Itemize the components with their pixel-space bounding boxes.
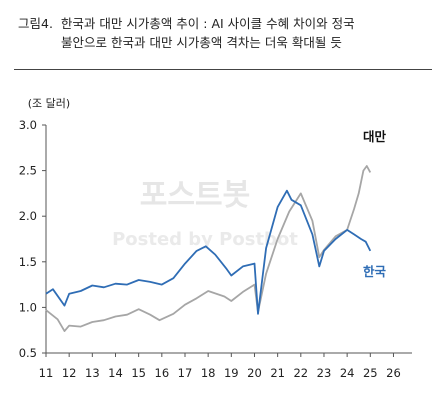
y-tick-label: 3.0 [19,118,37,132]
x-tick-label: 20 [247,366,262,380]
x-axis-ticks: 11 12 13 14 15 16 17 18 19 20 21 22 23 24 25 26 [39,353,401,380]
y-tick-label: 2.0 [19,209,37,223]
y-tick-label: 1.5 [19,255,37,269]
x-tick-label: 23 [317,366,332,380]
x-tick-label: 21 [270,366,285,380]
x-tick-label: 18 [201,366,216,380]
caption-line-1: 한국과 대만 시가총액 추이 : AI 사이클 수혜 차이와 정국 [60,16,355,31]
series-lines [45,165,372,333]
caption-divider [14,69,432,70]
y-axis-ticks: 0.5 1.0 1.5 2.0 2.5 3.0 [19,118,46,360]
x-tick-label: 17 [178,366,193,380]
watermark-korean: 포스트봇 [140,178,250,213]
y-tick-label: 2.5 [19,164,37,178]
y-tick-label: 0.5 [19,346,37,360]
x-tick-label: 14 [108,366,123,380]
series-label-korea: 한국 [363,264,387,279]
figure-caption: 그림4. 한국과 대만 시가총액 추이 : AI 사이클 수혜 차이와 정국 불… [18,14,428,52]
figure-number: 그림4. [18,16,53,31]
x-tick-label: 13 [85,366,100,380]
x-tick-label: 24 [340,366,355,380]
x-tick-label: 19 [224,366,239,380]
y-tick-label: 1.0 [19,300,37,314]
x-tick-label: 16 [155,366,170,380]
x-tick-label: 12 [62,366,77,380]
x-tick-label: 25 [363,366,378,380]
x-tick-label: 11 [39,366,54,380]
series-line-korea [45,189,372,315]
unit-label: (조 달러) [28,97,70,110]
x-tick-label: 22 [293,366,308,380]
x-tick-label: 15 [131,366,146,380]
watermark-english: Posted by Postbot [112,229,298,250]
x-tick-label: 26 [386,366,401,380]
caption-line-2: 불안으로 한국과 대만 시가총액 격차는 더욱 확대될 듯 [61,35,342,50]
series-label-taiwan: 대만 [363,129,387,144]
series-line-taiwan [45,165,372,333]
